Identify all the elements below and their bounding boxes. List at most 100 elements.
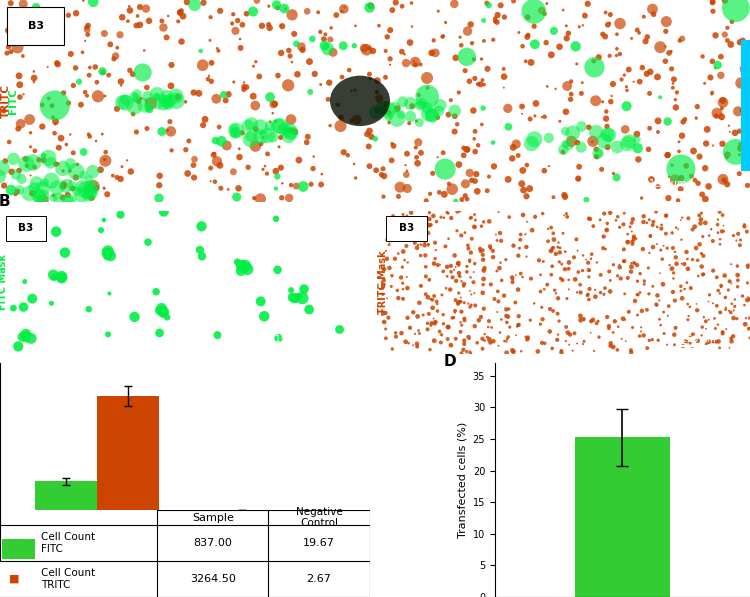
Point [618,256,630,266]
Point [108,54,120,64]
Text: D: D [444,354,457,369]
Point [614,260,626,269]
Point [634,331,646,341]
Point [43,94,55,103]
Point [632,290,644,300]
Point [459,191,471,201]
Point [684,302,696,312]
Point [520,242,532,252]
Point [242,264,254,274]
Point [404,112,416,121]
Point [572,174,584,184]
Point [474,244,486,254]
Point [557,5,569,15]
Point [521,335,533,344]
Point [458,315,470,325]
Text: Sample: Sample [192,513,234,522]
Point [574,288,586,297]
Point [53,159,64,169]
Point [738,220,750,229]
Point [262,149,274,159]
Point [70,8,82,18]
Point [458,336,470,345]
Point [140,97,152,106]
Point [114,30,126,39]
Point [500,337,512,346]
Point [104,289,116,298]
Point [23,189,35,198]
Point [392,192,404,201]
Point [725,334,737,343]
Point [254,194,266,204]
Point [475,312,487,322]
Point [655,245,667,255]
Point [528,7,540,16]
Point [560,322,572,332]
Text: 2.67: 2.67 [307,574,332,584]
Point [670,259,682,269]
Point [409,329,421,338]
Point [342,150,354,160]
Point [79,88,91,97]
Point [397,284,409,294]
Point [707,298,719,308]
Point [550,249,562,259]
Point [621,85,633,95]
Point [743,313,750,323]
Point [428,319,440,328]
Point [460,179,472,189]
Point [453,261,465,270]
Point [448,127,460,136]
Point [53,143,64,152]
Point [553,238,565,247]
Point [330,10,342,20]
Point [712,286,724,296]
Point [646,335,658,344]
Point [484,279,496,289]
Text: Cell Count
TRITC: Cell Count TRITC [40,568,94,590]
Point [599,8,611,17]
Point [292,69,304,79]
Point [264,121,276,131]
Point [233,144,245,153]
Point [728,306,740,315]
Point [63,196,75,206]
Point [516,101,528,111]
Point [437,31,449,41]
Bar [2,538,35,559]
Point [675,286,687,296]
Point [254,122,266,132]
Point [296,45,308,55]
Point [115,210,127,220]
Point [697,270,709,279]
Point [230,26,242,36]
Point [413,326,424,336]
Point [238,263,250,272]
Point [455,349,467,358]
Point [692,271,704,281]
Point [57,181,69,191]
Point [454,32,466,42]
Point [676,131,688,140]
Point [662,193,674,203]
Point [255,132,267,141]
Point [657,279,669,289]
Point [85,183,97,192]
Point [309,69,321,79]
Point [134,20,146,30]
Point [653,315,665,324]
Point [662,150,674,160]
Point [715,70,727,80]
Point [585,328,597,337]
Point [492,297,504,306]
Point [202,75,214,84]
Point [742,293,750,302]
Point [626,237,638,247]
Point [694,152,706,161]
Point [400,170,412,180]
Point [490,230,502,239]
Point [450,262,462,272]
Point [20,330,32,339]
Point [17,0,29,9]
Point [205,163,217,173]
